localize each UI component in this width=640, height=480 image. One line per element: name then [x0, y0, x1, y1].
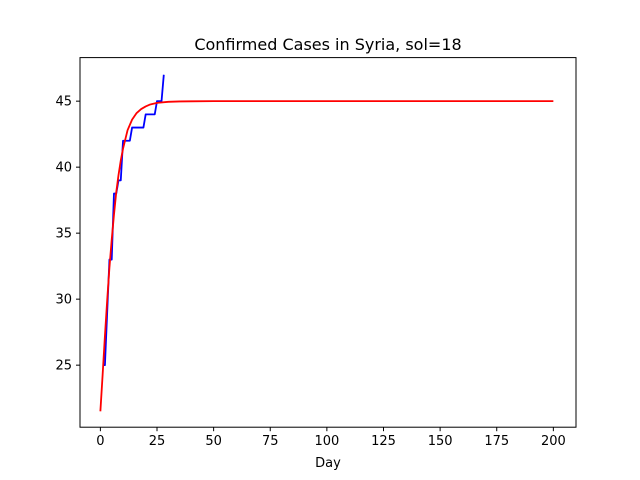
plot-frame — [79, 57, 577, 428]
y-tick-label: 35 — [55, 227, 72, 242]
x-tick-label: 150 — [428, 434, 453, 449]
y-tick-label: 45 — [55, 95, 72, 110]
chart-title: Confirmed Cases in Syria, sol=18 — [194, 35, 461, 54]
x-tick-label: 25 — [149, 434, 166, 449]
y-tick-label: 40 — [55, 161, 72, 176]
x-tick-label: 125 — [371, 434, 396, 449]
x-tick-label: 175 — [484, 434, 509, 449]
x-axis-label: Day — [315, 456, 341, 471]
x-tick-label: 100 — [314, 434, 339, 449]
x-tick-label: 0 — [96, 434, 104, 449]
x-tick-label: 50 — [205, 434, 222, 449]
x-tick-label: 200 — [541, 434, 566, 449]
x-tick-label: 75 — [262, 434, 279, 449]
y-tick-label: 25 — [55, 359, 72, 374]
y-tick-label: 30 — [55, 293, 72, 308]
series-line-model — [99, 100, 554, 412]
